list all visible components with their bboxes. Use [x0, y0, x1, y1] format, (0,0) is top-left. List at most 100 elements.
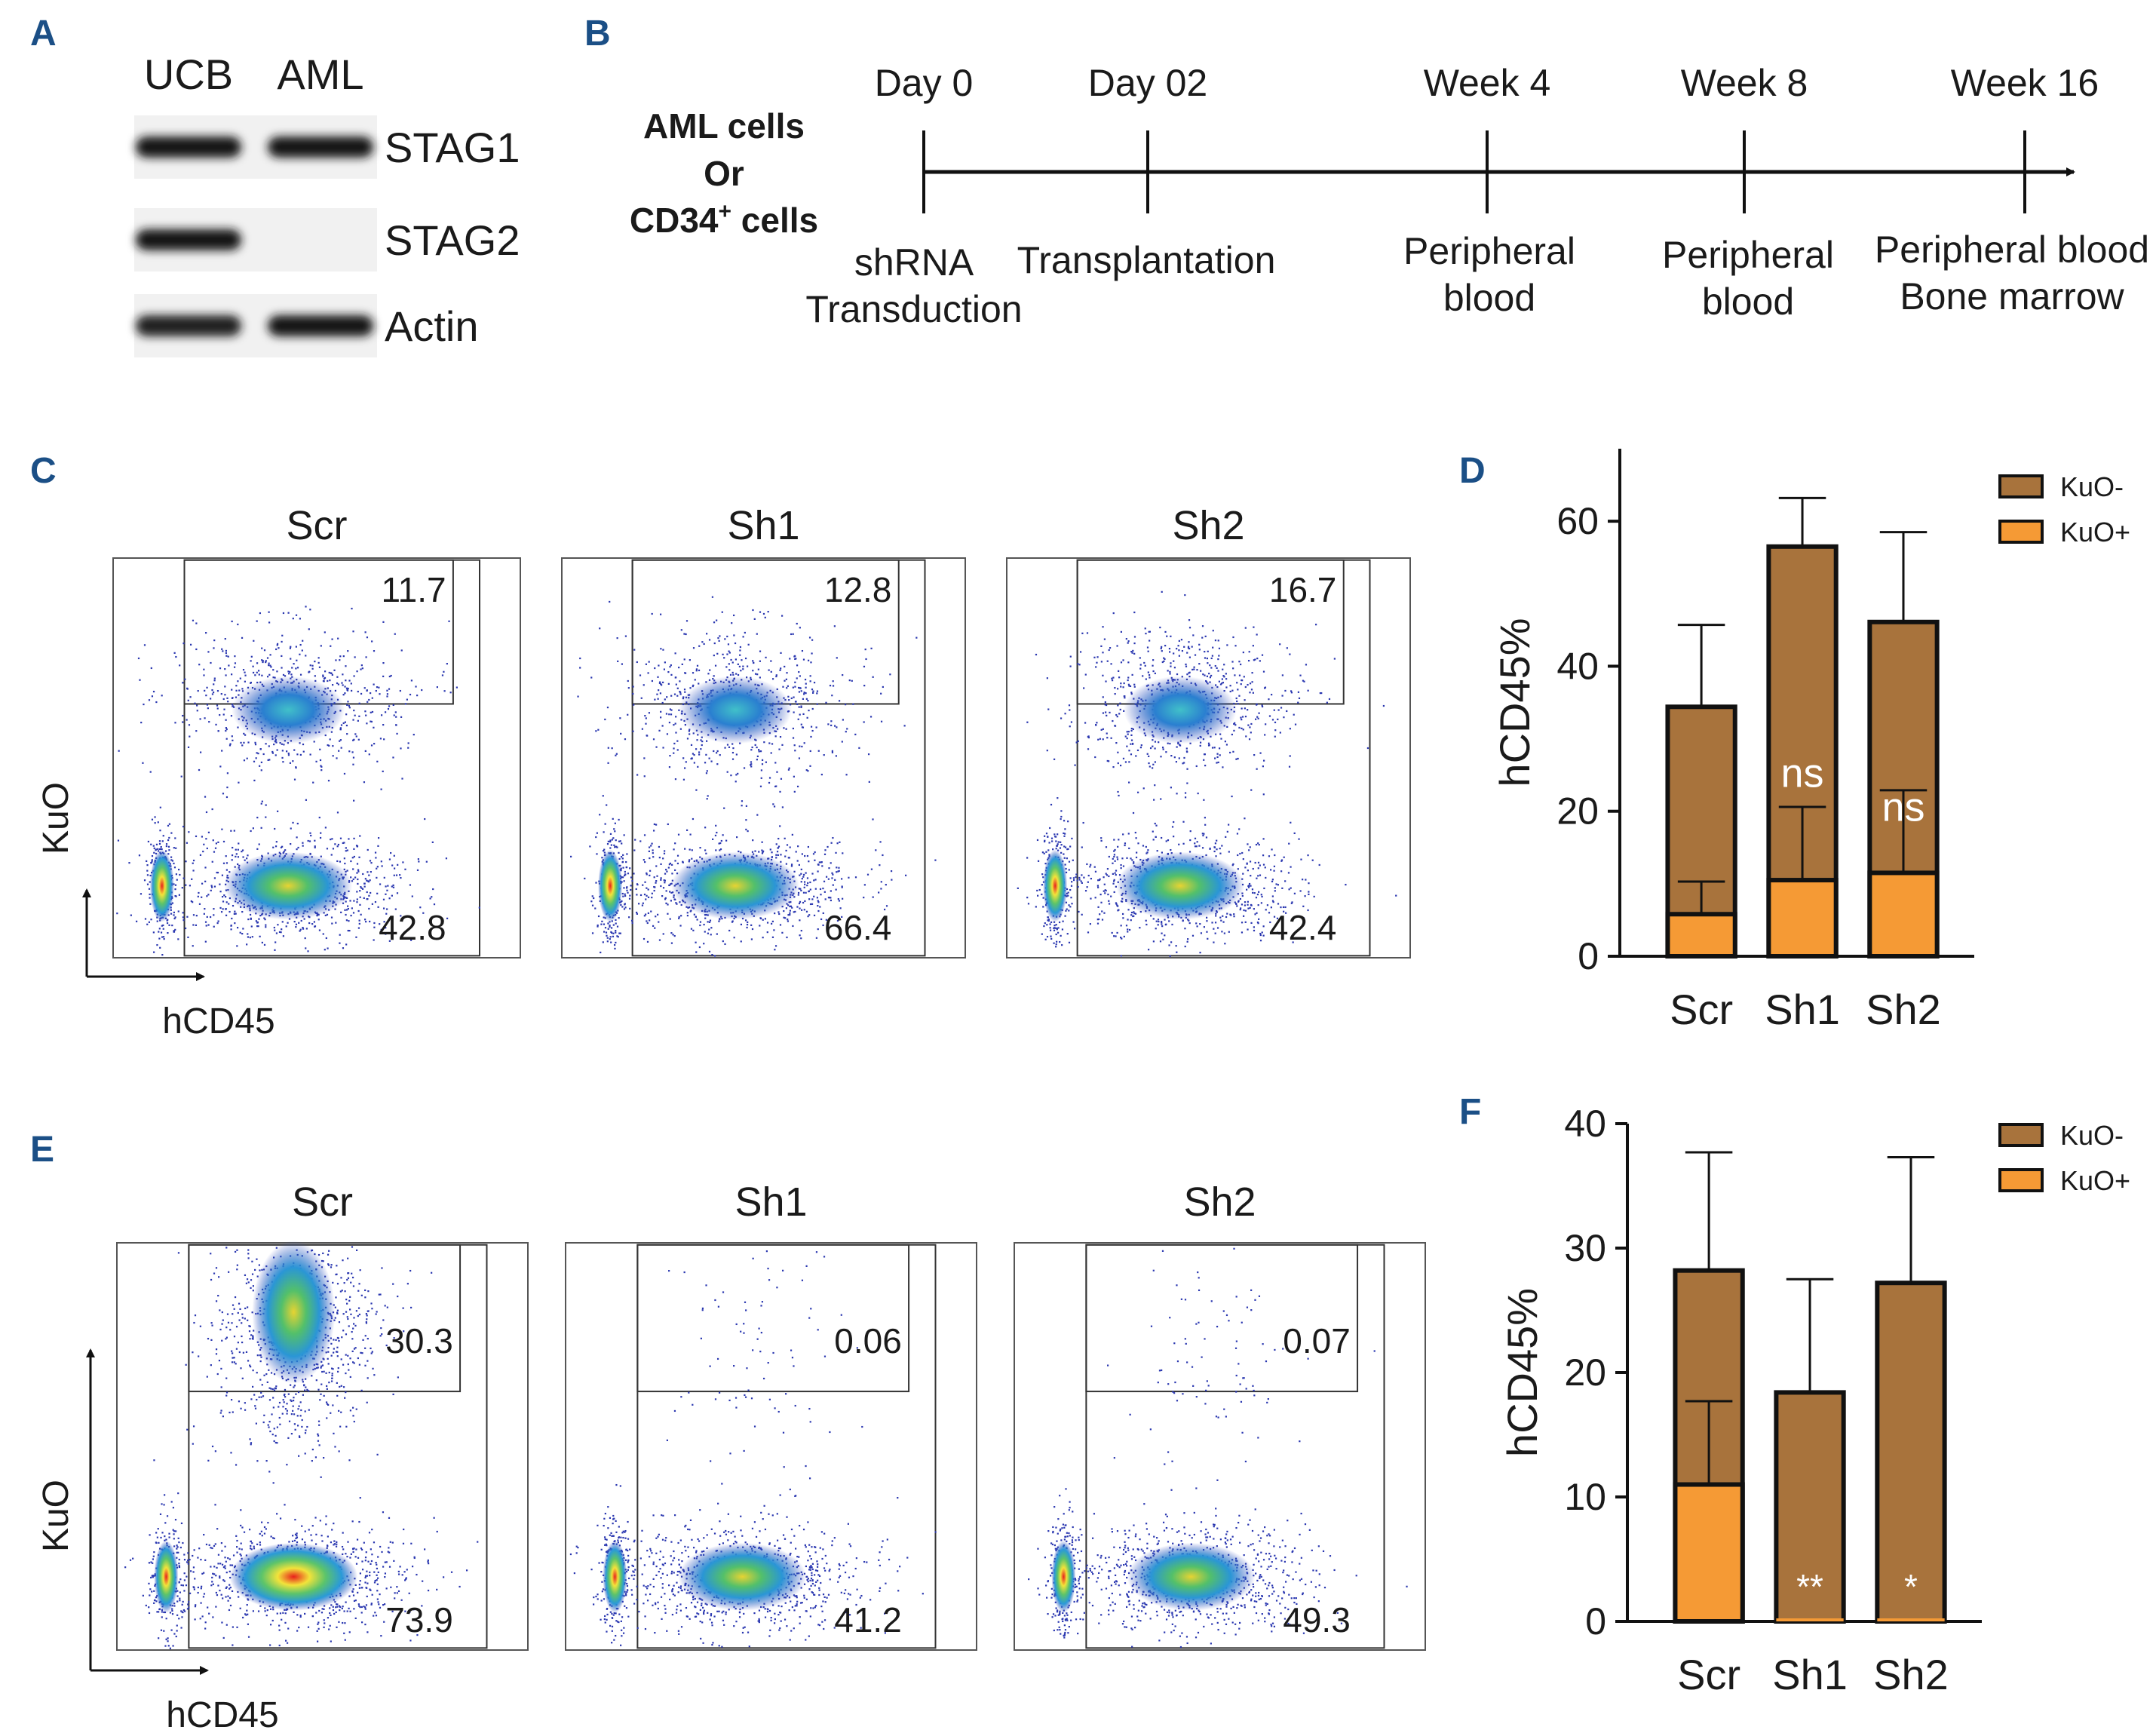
- event-dot: [740, 923, 743, 925]
- event-dot: [602, 795, 604, 797]
- event-dot: [624, 635, 627, 637]
- event-dot: [381, 865, 383, 867]
- event-dot: [189, 885, 192, 887]
- event-dot: [1051, 840, 1053, 842]
- event-detail-3-0: Peripheral: [1662, 234, 1834, 276]
- event-dot: [223, 708, 225, 710]
- event-dot: [814, 851, 816, 854]
- event-dot: [324, 670, 327, 673]
- event-dot: [1050, 921, 1053, 923]
- event-dot: [784, 855, 787, 857]
- event-dot: [763, 741, 765, 744]
- event-dot: [616, 637, 618, 640]
- event-dot: [205, 632, 207, 634]
- event-dot: [708, 757, 710, 759]
- event-dot: [1126, 737, 1128, 740]
- event-time-2: Week 4: [1424, 62, 1551, 104]
- event-dot: [768, 777, 771, 779]
- event-dot: [664, 882, 666, 884]
- event-dot: [625, 887, 628, 889]
- event-dot: [605, 931, 608, 934]
- event-dot: [260, 769, 262, 771]
- event-dot: [336, 682, 339, 685]
- event-dot: [161, 925, 163, 927]
- event-dot: [1115, 902, 1118, 904]
- event-dot: [1060, 810, 1063, 812]
- event-dot: [1194, 842, 1196, 845]
- event-dot: [713, 955, 716, 957]
- event-dot: [1106, 660, 1109, 662]
- event-dot: [629, 907, 631, 909]
- event-dot: [604, 927, 607, 929]
- event-dot: [244, 674, 247, 676]
- event-dot: [158, 840, 161, 842]
- event-dot: [295, 923, 298, 925]
- event-dot: [148, 888, 151, 890]
- event-dot: [410, 939, 412, 941]
- event-dot: [746, 926, 748, 929]
- event-dot: [191, 878, 193, 880]
- event-dot: [1104, 892, 1106, 894]
- event-dot: [622, 895, 624, 897]
- event-dot: [730, 774, 732, 777]
- blot-band: [268, 315, 373, 336]
- event-dot: [798, 902, 801, 905]
- event-dot: [182, 919, 185, 922]
- event-dot: [793, 711, 795, 713]
- event-dot: [173, 914, 175, 916]
- event-dot: [1292, 941, 1294, 943]
- event-dot: [1255, 843, 1258, 846]
- event-dot: [313, 741, 315, 743]
- event-dot: [725, 666, 728, 668]
- event-dot: [139, 679, 141, 681]
- event-dot: [809, 888, 811, 891]
- event-dot: [1345, 883, 1347, 886]
- event-dot: [281, 928, 283, 931]
- event-dot: [655, 746, 658, 748]
- event-dot: [1086, 632, 1089, 634]
- event-dot: [614, 846, 616, 848]
- event-dot: [1173, 836, 1175, 838]
- event-dot: [1252, 867, 1254, 870]
- event-dot: [168, 924, 170, 926]
- event-dot: [1308, 882, 1310, 885]
- event-dot: [203, 843, 205, 845]
- event-dot: [863, 721, 865, 723]
- event-dot: [740, 940, 742, 943]
- event-dot: [388, 675, 391, 678]
- event-dot: [660, 648, 662, 650]
- event-dot: [244, 680, 246, 682]
- event-dot: [1093, 866, 1096, 868]
- event-dot: [235, 685, 238, 687]
- event-dot: [292, 821, 294, 824]
- event-dot: [274, 929, 276, 931]
- event-dot: [1253, 892, 1256, 894]
- event-dot: [643, 757, 646, 759]
- event-dot: [820, 918, 823, 921]
- event-dot: [365, 656, 367, 658]
- event-dot: [1157, 924, 1159, 926]
- event-dot: [1115, 903, 1118, 905]
- event-dot: [643, 859, 645, 861]
- event-dot: [708, 950, 711, 952]
- event-dot: [686, 738, 689, 740]
- event-dot: [867, 753, 870, 756]
- event-dot: [162, 936, 165, 938]
- event-dot: [1068, 860, 1071, 863]
- event-dot: [728, 650, 730, 652]
- event-dot: [803, 742, 805, 744]
- event-dot: [624, 870, 626, 873]
- event-dot: [770, 670, 772, 673]
- event-dot: [683, 633, 685, 635]
- event-dot: [1236, 905, 1238, 907]
- event-dot: [142, 762, 144, 764]
- event-dot: [299, 930, 301, 932]
- event-dot: [446, 917, 449, 919]
- event-dot: [149, 771, 152, 773]
- event-dot: [798, 888, 800, 890]
- event-dot: [301, 649, 303, 652]
- event-dot: [387, 885, 389, 887]
- event-dot: [1067, 894, 1069, 897]
- event-dot: [838, 900, 841, 902]
- event-dot: [737, 772, 739, 775]
